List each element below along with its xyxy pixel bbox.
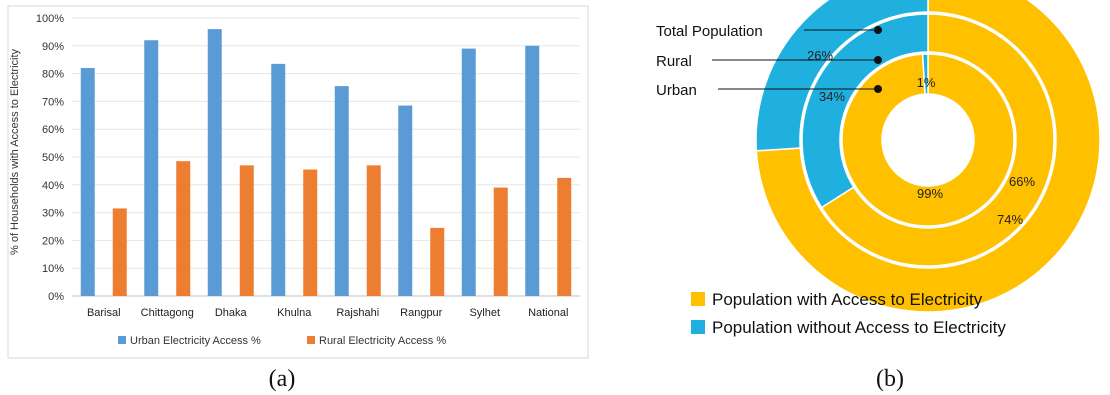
category-label: Barisal <box>87 307 121 319</box>
y-tick-label: 80% <box>42 69 64 81</box>
legend-without-access-swatch <box>691 320 705 334</box>
donut-legend-label: Population with Access to Electricity <box>712 290 983 309</box>
category-label: National <box>528 307 568 319</box>
rural-bar <box>176 161 191 296</box>
rural-bar <box>366 165 381 296</box>
rural-bar <box>493 187 508 296</box>
donut-slice-without-access <box>755 0 929 152</box>
bar-category-labels: Barisal Chittagong Dhaka Khulna Rajshahi Rang… <box>87 307 568 319</box>
y-tick-label: 30% <box>42 208 64 220</box>
urban-bar <box>144 40 159 296</box>
urban-bar <box>398 105 413 296</box>
percent-label-without: 1% <box>917 75 936 90</box>
y-tick-label: 90% <box>42 41 64 53</box>
ring-name-label: Urban <box>656 82 697 99</box>
y-tick-label: 60% <box>42 124 64 136</box>
ring-leader-dot <box>874 26 882 34</box>
bar-series <box>80 29 572 297</box>
bar-y-axis-ticks: 0% 10% 20% 30% 40% 50% 60% 70% 80% 90% 100% <box>36 13 64 303</box>
rural-bar <box>557 177 572 296</box>
donut-ring-name-labels: Total Population Rural Urban <box>656 23 882 99</box>
bar-legend: Urban Electricity Access % Rural Electric… <box>118 335 446 347</box>
donut-legend-label: Population without Access to Electricity <box>712 318 1006 337</box>
bar-chart-frame <box>7 5 589 359</box>
urban-bar <box>461 48 476 296</box>
legend-urban-swatch <box>118 336 126 344</box>
donut-legend: Population with Access to Electricity Pop… <box>691 290 1006 337</box>
bar-chart-panel: 0% 10% 20% 30% 40% 50% 60% 70% 80% 90% 100% Barisa… <box>7 5 589 359</box>
ring-name-label: Rural <box>656 53 692 70</box>
y-tick-label: 50% <box>42 152 64 164</box>
legend-label: Urban Electricity Access % <box>130 335 261 347</box>
percent-label-with: 74% <box>997 212 1023 227</box>
category-label: Khulna <box>277 307 312 319</box>
ring-leader-dot <box>874 56 882 64</box>
category-label: Chittagong <box>141 307 194 319</box>
category-label: Rajshahi <box>336 307 379 319</box>
rural-bar <box>303 169 318 296</box>
donut-slice-without-access <box>801 13 929 209</box>
y-tick-label: 0% <box>48 291 64 303</box>
rural-bar <box>112 208 127 296</box>
ring-name-label: Total Population <box>656 23 763 40</box>
donut-slice-without-access <box>921 53 929 95</box>
legend-label: Rural Electricity Access % <box>319 335 446 347</box>
donut-rings <box>755 0 1101 313</box>
urban-bar <box>271 63 286 297</box>
donut-slice-with-access <box>820 13 1055 267</box>
y-tick-label: 100% <box>36 13 64 25</box>
caption-a: (a) <box>269 366 296 392</box>
donut-slice-with-access <box>841 53 1015 227</box>
urban-bar <box>207 29 222 297</box>
legend-with-access-swatch <box>691 292 705 306</box>
percent-label-with: 99% <box>917 186 943 201</box>
percent-label-without: 34% <box>819 89 845 104</box>
y-tick-label: 20% <box>42 235 64 247</box>
rural-bar <box>239 165 254 296</box>
donut-chart-panel: Total Population Rural Urban 74% 26% 66% 34% 9… <box>656 0 1101 337</box>
rural-bar <box>430 227 445 296</box>
percent-label-with: 66% <box>1009 174 1035 189</box>
ring-leader-dot <box>874 85 882 93</box>
urban-bar <box>80 68 95 296</box>
y-tick-label: 10% <box>42 263 64 275</box>
y-tick-label: 40% <box>42 180 64 192</box>
category-label: Sylhet <box>469 307 500 319</box>
donut-slice-with-access <box>755 0 1101 313</box>
urban-bar <box>525 45 540 296</box>
percent-label-without: 26% <box>807 48 833 63</box>
y-tick-label: 70% <box>42 96 64 108</box>
caption-b: (b) <box>876 366 904 392</box>
urban-bar <box>334 86 349 296</box>
bar-y-axis-label: % of Households with Access to Electrici… <box>9 48 21 255</box>
donut-percent-labels: 74% 26% 66% 34% 99% 1% <box>807 48 1035 227</box>
legend-rural-swatch <box>307 336 315 344</box>
category-label: Dhaka <box>215 307 248 319</box>
category-label: Rangpur <box>400 307 443 319</box>
